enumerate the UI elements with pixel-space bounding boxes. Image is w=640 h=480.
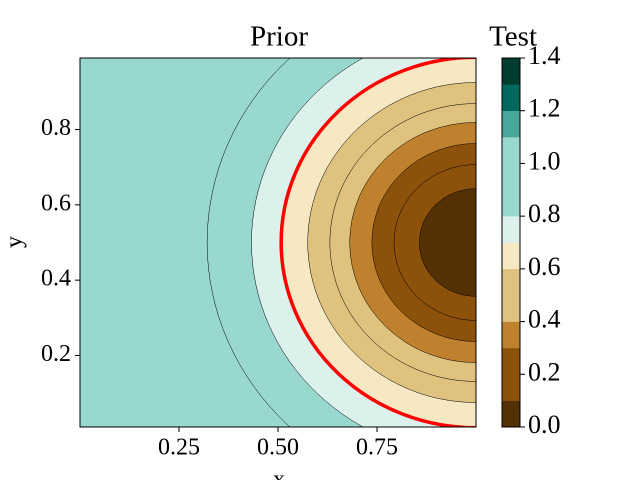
y-tick-label: 0.4 xyxy=(41,266,71,292)
colorbar-tick-label: 1.4 xyxy=(528,41,561,70)
colorbar-tick-label: 0.8 xyxy=(528,199,561,228)
contour-line xyxy=(393,164,476,321)
x-tick-label: 0.75 xyxy=(356,435,398,461)
colorbar-band xyxy=(501,294,521,322)
y-tick-label: 0.8 xyxy=(41,115,71,141)
contour-line xyxy=(251,58,364,427)
colorbar-band xyxy=(501,321,521,349)
colorbar-tick-label: 1.0 xyxy=(528,146,561,175)
colorbar-band xyxy=(501,268,521,296)
y-axis-label: y xyxy=(2,236,28,248)
colorbar-tick-label: 0.0 xyxy=(528,410,561,439)
colorbar-band xyxy=(501,215,521,243)
colorbar-band xyxy=(501,347,521,375)
colorbar-tick-label: 0.2 xyxy=(528,357,561,386)
colorbar-band xyxy=(501,136,521,164)
contour-line xyxy=(329,103,476,382)
x-tick-label: 0.25 xyxy=(158,435,200,461)
y-tick-label: 0.2 xyxy=(41,341,71,367)
contour-line xyxy=(206,58,291,427)
colorbar-band xyxy=(501,163,521,191)
plot-area xyxy=(80,58,476,427)
contour-line xyxy=(419,188,476,297)
x-axis-label: x xyxy=(273,467,285,480)
contour-line xyxy=(307,82,476,403)
colorbar-tick-label: 1.2 xyxy=(528,94,561,123)
colorbar-tick-label: 0.6 xyxy=(528,252,561,281)
colorbar-band xyxy=(501,400,521,428)
colorbar-band xyxy=(501,57,521,85)
colorbar-band xyxy=(501,110,521,138)
colorbar-band xyxy=(501,84,521,111)
highlight-contour xyxy=(279,58,476,427)
right-title: Test xyxy=(489,21,537,53)
colorbar-band xyxy=(501,374,521,401)
colorbar-band xyxy=(501,189,521,217)
y-tick-label: 0.6 xyxy=(41,190,71,216)
chart-title: Prior xyxy=(250,21,308,53)
x-tick-label: 0.50 xyxy=(257,435,299,461)
colorbar-band xyxy=(501,242,521,270)
colorbar-tick-label: 0.4 xyxy=(528,305,561,334)
contour-fill xyxy=(419,188,476,297)
colorbar-frame xyxy=(501,57,521,428)
